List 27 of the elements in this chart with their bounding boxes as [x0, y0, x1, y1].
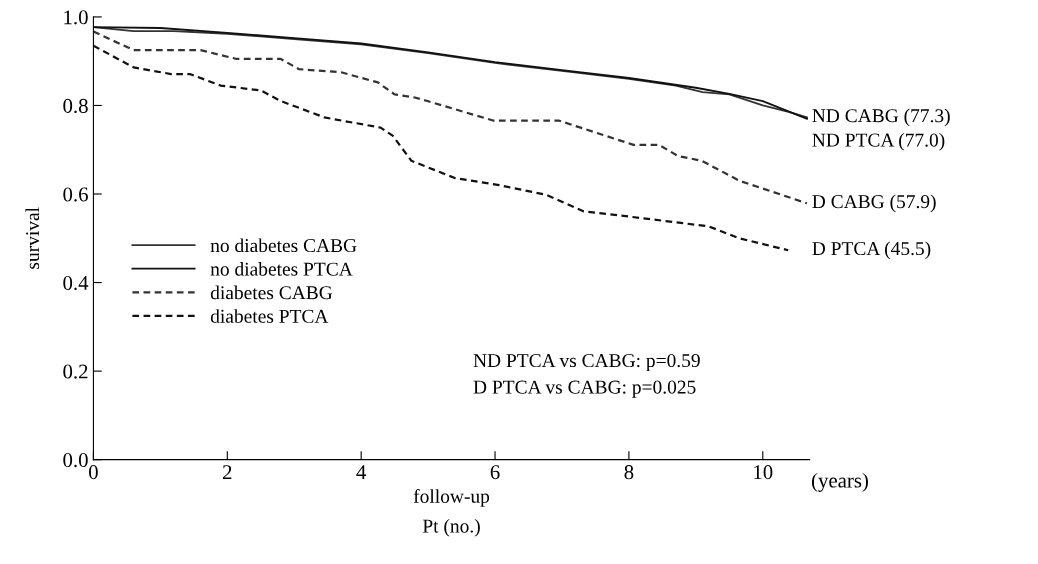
y-tick-label: 0.0	[63, 453, 88, 468]
x-axis-title: follow-up Pt (no.)	[413, 488, 490, 537]
text: ND CABG (77.3)	[812, 108, 950, 127]
line-series	[93, 30, 809, 205]
y-tick-label: 0.2	[63, 364, 88, 379]
line-series	[93, 44, 790, 252]
x-tick-label: 8	[624, 465, 634, 480]
legend-label: no diabetes PTCA	[210, 262, 353, 276]
y-tick-label: 0.6	[63, 187, 88, 202]
text: D PTCA (45.5)	[812, 241, 931, 260]
legend-label: diabetes CABG	[210, 285, 333, 300]
legend-label: no diabetes CABG	[210, 238, 357, 253]
x-tick-label: 2	[223, 465, 232, 479]
x-tick-label: 6	[490, 465, 500, 480]
y-axis-title: survival	[25, 207, 40, 269]
x-tick-label: 4	[356, 465, 367, 479]
text: (years)	[811, 472, 868, 492]
y-tick-label: 0.4	[63, 275, 89, 291]
annotation: D PTCA vs CABG: p=0.025	[473, 380, 696, 398]
x-tick-label: 0	[89, 465, 98, 480]
annotation: ND PTCA vs CABG: p=0.59	[473, 354, 700, 372]
y-tick-label: 1.0	[64, 10, 88, 25]
legend-label: diabetes PTCA	[210, 309, 329, 323]
y-tick-label: 0.8	[63, 98, 88, 113]
x-tick-label: 10	[754, 465, 773, 480]
text: ND PTCA (77.0)	[812, 132, 945, 151]
text: D CABG (57.9)	[812, 194, 936, 213]
